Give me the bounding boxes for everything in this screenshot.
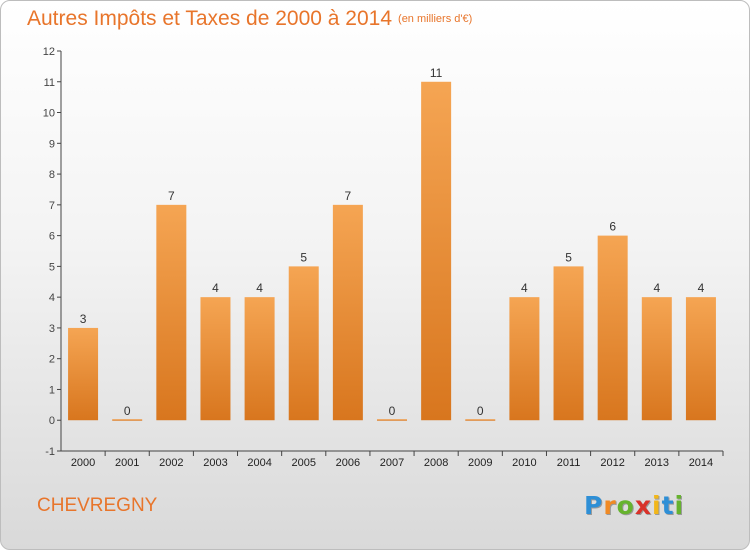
data-label: 0 <box>124 404 131 418</box>
y-tick-label: 6 <box>49 231 55 243</box>
bar-2005 <box>288 266 319 421</box>
y-tick-label: 0 <box>49 415 55 427</box>
town-name: CHEVREGNY <box>37 495 158 516</box>
chart-title-text: Autres Impôts et Taxes de 2000 à 2014 <box>27 7 393 30</box>
y-tick-label: 5 <box>49 261 55 273</box>
y-tick-label: 8 <box>49 169 55 181</box>
x-tick-label: 2012 <box>600 457 624 469</box>
x-tick-label: 2014 <box>689 457 713 469</box>
data-label: 3 <box>80 312 87 326</box>
x-tick-label: 2005 <box>291 457 315 469</box>
y-tick-label: 3 <box>49 323 55 335</box>
bar-2007 <box>377 419 407 421</box>
data-label: 4 <box>521 281 528 295</box>
bar-2010 <box>509 297 540 421</box>
y-tick-label: 11 <box>44 77 55 89</box>
data-label: 7 <box>168 189 175 203</box>
data-label: 4 <box>212 281 219 295</box>
y-tick-label: 12 <box>43 46 55 58</box>
y-tick-label: 10 <box>43 108 55 120</box>
data-label: 5 <box>565 250 572 264</box>
x-tick-label: 2002 <box>159 457 183 469</box>
y-tick-label: 7 <box>49 200 55 212</box>
bar-2000 <box>68 327 99 421</box>
x-tick-label: 2010 <box>512 457 536 469</box>
data-label: 6 <box>609 220 616 234</box>
data-label: 4 <box>653 281 660 295</box>
data-label: 7 <box>345 189 352 203</box>
x-tick-label: 2007 <box>380 457 404 469</box>
bar-2013 <box>641 297 672 421</box>
x-tick-label: 2011 <box>557 457 581 469</box>
bar-2014 <box>685 297 716 421</box>
x-tick-label: 2013 <box>645 457 669 469</box>
y-tick-label: 2 <box>49 354 55 366</box>
proxiti-logo: Proxiti <box>584 491 685 520</box>
chart-unit: (en milliers d'€) <box>398 13 473 25</box>
y-tick-label: 1 <box>49 384 55 396</box>
x-tick-label: 2006 <box>336 457 360 469</box>
data-label: 11 <box>430 66 443 80</box>
x-tick-label: 2000 <box>71 457 95 469</box>
x-tick-label: 2004 <box>247 457 271 469</box>
x-tick-label: 2009 <box>468 457 492 469</box>
bar-2001 <box>112 419 143 421</box>
bar-2004 <box>244 297 275 421</box>
bar-2003 <box>200 297 231 421</box>
y-tick-label: 4 <box>49 292 55 304</box>
chart-title: Autres Impôts et Taxes de 2000 à 2014 (en… <box>27 7 472 31</box>
data-label: 0 <box>477 404 484 418</box>
x-tick-label: 2003 <box>203 457 227 469</box>
data-label: 4 <box>256 281 263 295</box>
bar-2012 <box>597 235 628 421</box>
data-label: 4 <box>698 281 705 295</box>
bar-2008 <box>421 81 452 421</box>
y-tick-label: 9 <box>49 138 55 150</box>
x-tick-label: 2008 <box>424 457 448 469</box>
bar-2009 <box>465 419 496 421</box>
bar-2011 <box>553 266 584 421</box>
bar-2002 <box>156 204 187 421</box>
y-tick-label: -1 <box>45 446 55 458</box>
data-label: 0 <box>389 404 396 418</box>
data-label: 5 <box>300 250 307 264</box>
x-tick-label: 2001 <box>115 457 139 469</box>
bar-2006 <box>332 204 363 421</box>
